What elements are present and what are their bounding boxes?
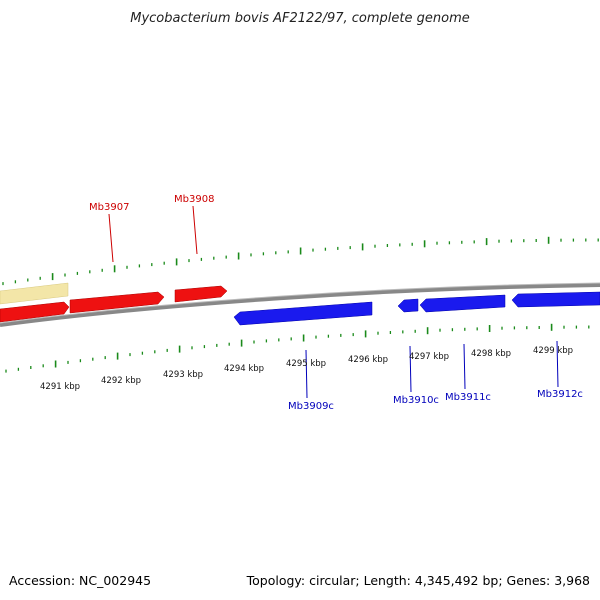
leader-line bbox=[463, 343, 466, 390]
gene-arrow-reverse[interactable] bbox=[419, 294, 506, 313]
gene-arrow-reverse[interactable] bbox=[511, 291, 600, 308]
gene-labels: Mb3907 Mb3908 Mb3909c Mb3910c Mb3911c Mb… bbox=[89, 194, 583, 412]
leader-line bbox=[556, 340, 559, 388]
accession-text: Accession: NC_002945 bbox=[9, 573, 151, 588]
gene-label[interactable]: Mb3912c bbox=[537, 389, 583, 400]
leader-line bbox=[305, 349, 308, 399]
pale-feature bbox=[0, 282, 69, 305]
leader-lines bbox=[108, 205, 559, 399]
scale-label: 4291 kbp bbox=[40, 382, 80, 392]
gene-arrow-reverse[interactable] bbox=[397, 298, 419, 313]
reverse-genes bbox=[233, 291, 600, 326]
map-title: Mycobacterium bovis AF2122/97, complete … bbox=[130, 11, 469, 26]
gene-arrow-forward[interactable] bbox=[0, 301, 70, 323]
leader-line bbox=[192, 205, 198, 255]
scale-labels: 4291 kbp 4292 kbp 4293 kbp 4294 kbp 4295… bbox=[40, 346, 573, 392]
leader-line bbox=[108, 213, 114, 263]
forward-genes bbox=[0, 285, 228, 323]
scale-label: 4296 kbp bbox=[348, 355, 388, 365]
gene-arrow-reverse[interactable] bbox=[233, 301, 373, 326]
gene-label[interactable]: Mb3910c bbox=[393, 395, 439, 406]
genome-backbone-highlight bbox=[0, 282, 600, 324]
scale-label: 4294 kbp bbox=[224, 364, 264, 374]
gene-arrow-forward[interactable] bbox=[174, 285, 228, 303]
scale-label: 4295 kbp bbox=[286, 359, 326, 369]
inner-tick-row bbox=[5, 323, 590, 373]
topology-summary: Topology: circular; Length: 4,345,492 bp… bbox=[246, 573, 590, 588]
scale-label: 4292 kbp bbox=[101, 376, 141, 386]
genome-backbone bbox=[0, 283, 600, 327]
outer-tick-row bbox=[2, 236, 599, 286]
scale-label: 4297 kbp bbox=[409, 352, 449, 362]
gene-label[interactable]: Mb3909c bbox=[288, 401, 334, 412]
gene-arrow-forward[interactable] bbox=[69, 291, 165, 314]
scale-label: 4293 kbp bbox=[163, 370, 203, 380]
gene-label[interactable]: Mb3907 bbox=[89, 202, 129, 213]
gene-label[interactable]: Mb3908 bbox=[174, 194, 214, 205]
gene-label[interactable]: Mb3911c bbox=[445, 392, 491, 403]
scale-label: 4299 kbp bbox=[533, 346, 573, 356]
leader-line bbox=[409, 345, 412, 393]
scale-label: 4298 kbp bbox=[471, 349, 511, 359]
